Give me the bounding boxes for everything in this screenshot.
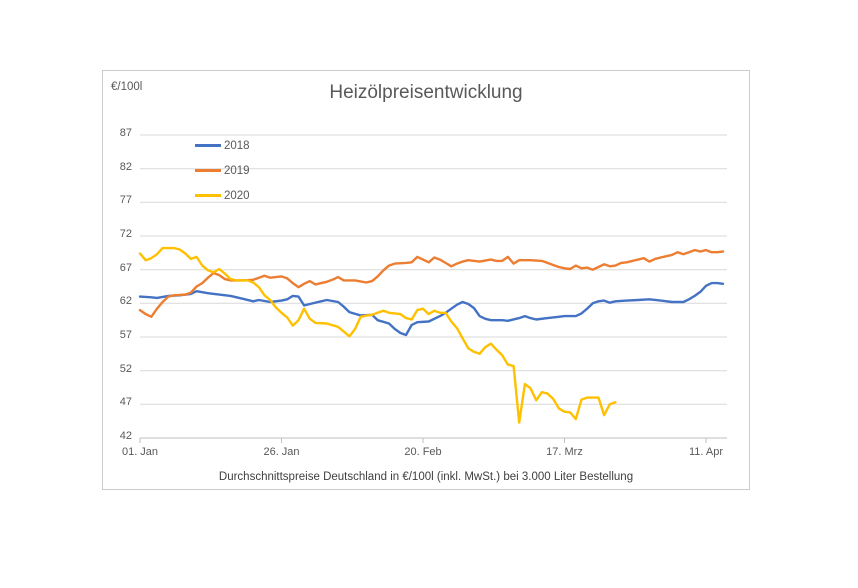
legend-line-swatch-2019 bbox=[195, 169, 221, 172]
legend-label-2020: 2020 bbox=[224, 189, 250, 202]
y-axis-tick-label: 57 bbox=[119, 329, 132, 341]
legend-item-2019: 2019 bbox=[195, 158, 250, 183]
y-axis-tick-label: 67 bbox=[119, 261, 132, 274]
chart-legend: 2018 2019 2020 bbox=[195, 133, 250, 208]
y-axis-tick-label: 52 bbox=[119, 362, 132, 375]
x-axis-tick-label: 17. Mrz bbox=[546, 446, 583, 458]
legend-line-swatch-2018 bbox=[195, 144, 221, 147]
chart-subtitle: Durchschnittspreise Deutschland in €/100… bbox=[218, 471, 634, 483]
y-axis-tick-label: 72 bbox=[119, 228, 132, 240]
x-axis-tick-label: 11. Apr bbox=[688, 446, 724, 458]
y-axis-tick-label: 77 bbox=[119, 194, 132, 207]
series-line-2018 bbox=[138, 281, 725, 337]
x-axis-tick-label: 26. Jan bbox=[263, 446, 300, 458]
legend-item-2018: 2018 bbox=[195, 133, 250, 158]
series-line-2020 bbox=[138, 246, 617, 424]
y-axis-tick-label: 87 bbox=[119, 127, 132, 139]
legend-label-2019: 2019 bbox=[224, 164, 250, 177]
series-line-2019 bbox=[138, 248, 725, 318]
legend-item-2020: 2020 bbox=[195, 183, 250, 208]
chart-card bbox=[102, 70, 750, 490]
y-axis-tick-label: 82 bbox=[119, 160, 132, 173]
y-axis-unit-label: €/100l bbox=[111, 81, 143, 93]
y-axis-tick-label: 42 bbox=[119, 430, 132, 442]
x-axis-tick-label: 01. Jan bbox=[121, 446, 159, 458]
legend-label-2018: 2018 bbox=[224, 139, 250, 152]
y-axis-tick-label: 62 bbox=[119, 295, 132, 308]
y-axis-tick-label: 47 bbox=[119, 396, 132, 409]
chart-title: Heizölpreisentwicklung bbox=[329, 82, 523, 103]
x-axis-tick-label: 20. Feb bbox=[404, 446, 442, 458]
legend-line-swatch-2020 bbox=[195, 194, 221, 197]
